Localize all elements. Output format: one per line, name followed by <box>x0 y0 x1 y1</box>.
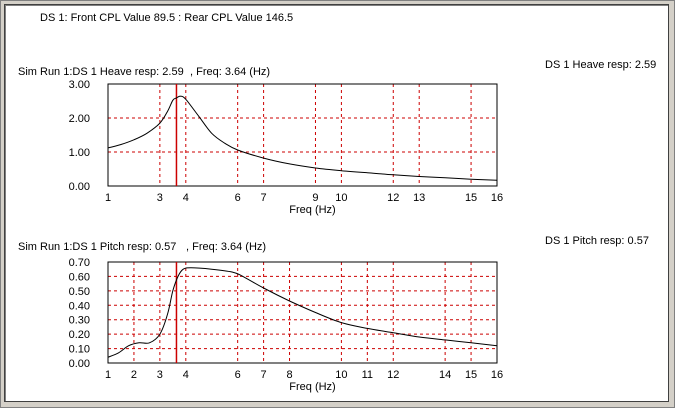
heave-chart-title: Sim Run 1:DS 1 Heave resp: 2.59 <box>18 66 184 78</box>
pitch-ytick-label: 0.00 <box>69 358 90 370</box>
heave-xtick-label: 1 <box>105 192 111 204</box>
heave-xtick-label: 12 <box>387 192 399 204</box>
heave-xtick-label: 15 <box>465 192 477 204</box>
heave-ytick-label: 0.00 <box>69 181 90 193</box>
heave-ytick-label: 3.00 <box>69 79 90 91</box>
pitch-response-curve <box>107 267 498 358</box>
pitch-xtick-label: 6 <box>235 369 241 381</box>
pitch-ytick-label: 0.20 <box>69 329 90 341</box>
pitch-xtick-label: 11 <box>362 369 373 381</box>
pitch-ytick-label: 0.50 <box>69 286 90 298</box>
pitch-xtick-label: 1 <box>105 369 111 381</box>
heave-ytick-label: 1.00 <box>69 147 90 159</box>
pitch-xtick-label: 14 <box>439 369 451 381</box>
plot-panel <box>4 4 669 402</box>
heave-chart-freq: , Freq: 3.64 (Hz) <box>190 66 271 78</box>
heave-side-label: DS 1 Heave resp: 2.59 <box>545 59 657 71</box>
pitch-xtick-label: 15 <box>465 369 477 381</box>
pitch-xtick-label: 10 <box>335 369 347 381</box>
pitch-ytick-label: 0.40 <box>69 300 90 312</box>
pitch-ytick-label: 0.70 <box>69 257 90 269</box>
pitch-xtick-label: 12 <box>387 369 399 381</box>
pitch-chart-title: Sim Run 1:DS 1 Pitch resp: 0.57 <box>18 241 177 253</box>
pitch-xtick-label: 2 <box>131 369 137 381</box>
pitch-chart-freq: , Freq: 3.64 (Hz) <box>186 241 267 253</box>
pitch-plot-frame <box>107 261 498 364</box>
pitch-xtick-label: 4 <box>183 369 189 381</box>
heave-xtick-label: 16 <box>491 192 503 204</box>
heave-xtick-label: 3 <box>157 192 163 204</box>
pitch-xtick-label: 16 <box>491 369 503 381</box>
heave-xtick-label: 7 <box>261 192 267 204</box>
pitch-ytick-label: 0.30 <box>69 315 90 327</box>
pitch-ytick-label: 0.60 <box>69 271 90 283</box>
pitch-side-label: DS 1 Pitch resp: 0.57 <box>545 235 649 247</box>
heave-plot-frame <box>107 83 498 187</box>
heave-ytick-label: 2.00 <box>69 113 90 125</box>
pitch-xtick-label: 3 <box>157 369 163 381</box>
pitch-xtick-label: 7 <box>261 369 267 381</box>
heave-xtick-label: 13 <box>413 192 425 204</box>
heave-response-curve <box>107 95 498 181</box>
header-cpl-values: DS 1: Front CPL Value 89.5 : Rear CPL Va… <box>40 12 294 24</box>
pitch-ytick-label: 0.10 <box>69 344 90 356</box>
heave-xtick-label: 9 <box>312 192 318 204</box>
heave-xtick-label: 6 <box>235 192 241 204</box>
heave-xlabel: Freq (Hz) <box>289 204 335 216</box>
pitch-xlabel: Freq (Hz) <box>289 381 335 393</box>
pitch-xtick-label: 8 <box>286 369 292 381</box>
heave-xtick-label: 10 <box>335 192 347 204</box>
heave-xtick-label: 4 <box>183 192 189 204</box>
